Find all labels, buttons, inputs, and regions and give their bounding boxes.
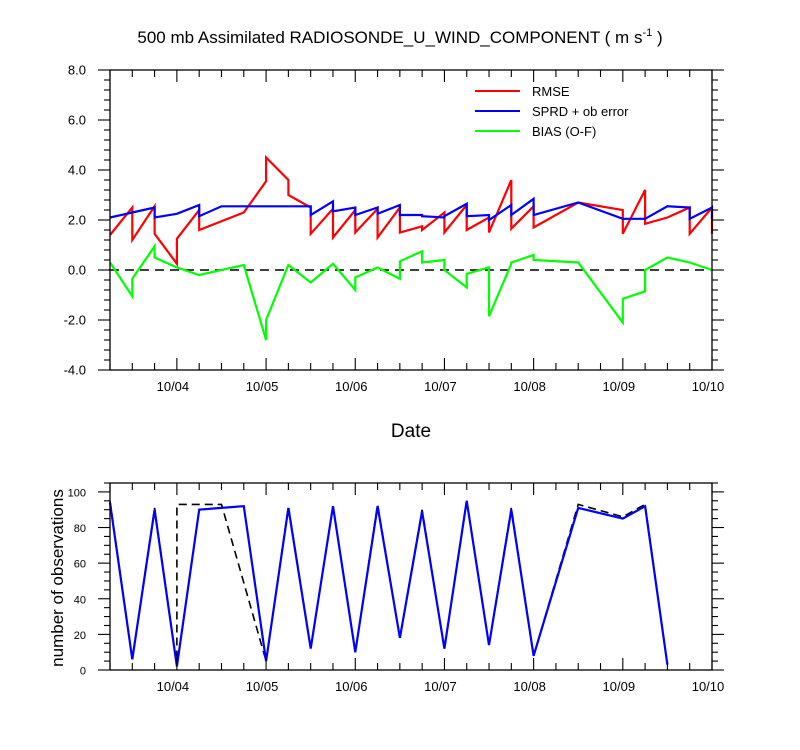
x-axis-label: Date <box>391 421 431 442</box>
top-x-tick-label: 10/05 <box>246 379 279 394</box>
bottom-y-tick-label: 40 <box>74 594 86 606</box>
bottom-plot-frame <box>109 482 713 671</box>
top-x-tick-label: 10/07 <box>424 379 457 394</box>
top-y-tick-label: 2.0 <box>68 213 86 228</box>
y-axis-label-observations: number of observations <box>48 489 67 667</box>
top-x-tick-label: 10/09 <box>603 379 636 394</box>
legend-label: RMSE <box>532 84 570 99</box>
bottom-y-tick-label: 0 <box>80 666 86 678</box>
bottom-series-assimilated <box>108 500 669 667</box>
bottom-x-tick-label: 10/06 <box>335 679 368 694</box>
top-y-tick-label: 6.0 <box>68 113 86 128</box>
top-y-tick-label: 4.0 <box>68 163 86 178</box>
bottom-panel: 10/04 10/05 10/06 10/07 10/08 10/09 10/10 0 20 40… <box>68 482 725 694</box>
top-x-tick-label: 10/08 <box>513 379 546 394</box>
top-ticks-group: 10/04 10/05 10/06 10/07 10/08 10/09 10/10 -4.0 -… <box>64 63 725 395</box>
top-series-rmse <box>109 154 714 268</box>
bottom-y-tick-label: 100 <box>68 487 86 499</box>
bottom-x-tick-label: 10/08 <box>513 679 546 694</box>
top-panel: 10/04 10/05 10/06 10/07 10/08 10/09 10/10 -4.0 -… <box>64 63 725 395</box>
bottom-x-tick-label: 10/10 <box>692 679 725 694</box>
bottom-series-possible <box>109 500 669 667</box>
top-x-tick-label: 10/06 <box>335 379 368 394</box>
bottom-y-tick-label: 80 <box>74 523 86 535</box>
top-y-tick-label: 0.0 <box>68 263 86 278</box>
legend: RMSE SPRD + ob error BIAS (O-F) <box>475 84 629 139</box>
legend-label: SPRD + ob error <box>532 104 629 119</box>
top-y-tick-label: -4.0 <box>64 363 86 378</box>
legend-label: BIAS (O-F) <box>532 124 596 139</box>
bottom-series-group <box>108 500 669 667</box>
top-y-tick-label: 8.0 <box>68 63 86 78</box>
bottom-ticks-group: 10/04 10/05 10/06 10/07 10/08 10/09 10/10 0 20 40… <box>68 482 725 694</box>
top-y-tick-label: -2.0 <box>64 313 86 328</box>
bottom-y-tick-label: 60 <box>74 559 86 571</box>
chart-title: 500 mb Assimilated RADIOSONDE_U_WIND_COM… <box>137 27 662 47</box>
top-x-tick-label: 10/10 <box>692 379 725 394</box>
top-x-tick-label: 10/04 <box>157 379 190 394</box>
bottom-x-tick-label: 10/04 <box>157 679 190 694</box>
bottom-x-tick-label: 10/05 <box>246 679 279 694</box>
top-series-bias-o-f <box>109 242 713 341</box>
bottom-y-tick-label: 20 <box>74 630 86 642</box>
bottom-x-tick-label: 10/07 <box>424 679 457 694</box>
top-series-group <box>109 154 714 341</box>
bottom-x-tick-label: 10/09 <box>603 679 636 694</box>
top-series-sprd-ob-error <box>109 196 714 223</box>
